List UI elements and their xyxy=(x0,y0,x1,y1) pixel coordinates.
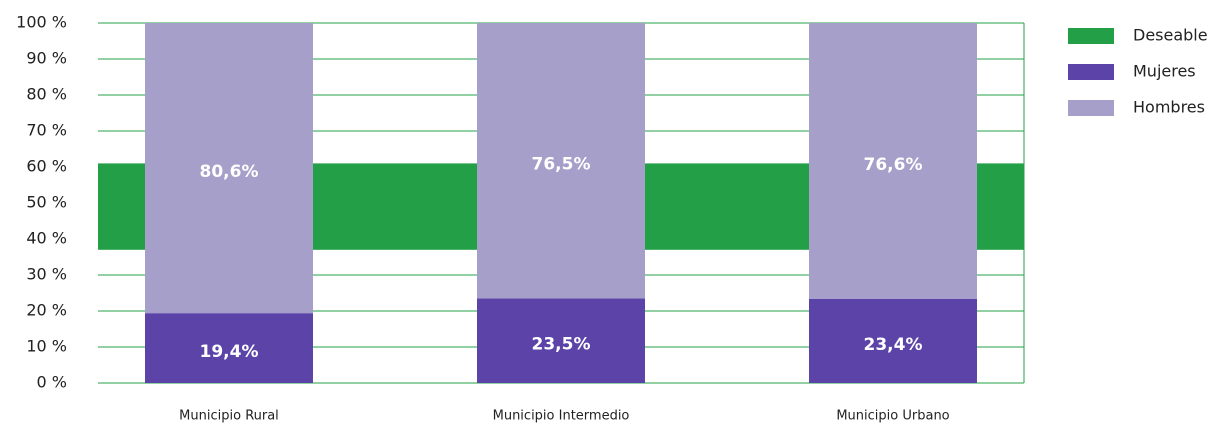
legend-label: Deseable xyxy=(1133,26,1208,45)
legend-label: Mujeres xyxy=(1133,62,1196,81)
y-tick-label: 100 % xyxy=(16,13,67,32)
bar-segment xyxy=(809,23,977,299)
y-tick-label: 80 % xyxy=(26,85,67,104)
value-label: 23,5% xyxy=(532,335,591,355)
x-tick-label: Municipio Urbano xyxy=(836,409,949,424)
value-label: 19,4% xyxy=(200,342,259,362)
y-tick-label: 50 % xyxy=(26,193,67,212)
legend-swatch xyxy=(1068,28,1114,44)
legend-label: Hombres xyxy=(1133,98,1205,117)
value-label: 76,5% xyxy=(532,155,591,175)
legend-swatch xyxy=(1068,64,1114,80)
bar-segment xyxy=(145,23,313,314)
y-tick-label: 60 % xyxy=(26,157,67,176)
value-label: 80,6% xyxy=(200,162,259,182)
x-tick-label: Municipio Intermedio xyxy=(493,409,630,424)
y-tick-label: 20 % xyxy=(26,301,67,320)
bar-segment xyxy=(145,313,313,383)
legend-swatch xyxy=(1068,100,1114,116)
bar-segment xyxy=(477,298,645,383)
y-tick-label: 90 % xyxy=(26,49,67,68)
y-tick-label: 40 % xyxy=(26,229,67,248)
value-label: 23,4% xyxy=(864,335,923,355)
x-tick-label: Municipio Rural xyxy=(179,409,279,424)
y-tick-label: 0 % xyxy=(37,373,67,392)
bar-segment xyxy=(477,23,645,299)
y-tick-label: 10 % xyxy=(26,337,67,356)
value-label: 76,6% xyxy=(864,155,923,175)
y-tick-label: 30 % xyxy=(26,265,67,284)
y-tick-label: 70 % xyxy=(26,121,67,140)
bar-segment xyxy=(809,298,977,383)
